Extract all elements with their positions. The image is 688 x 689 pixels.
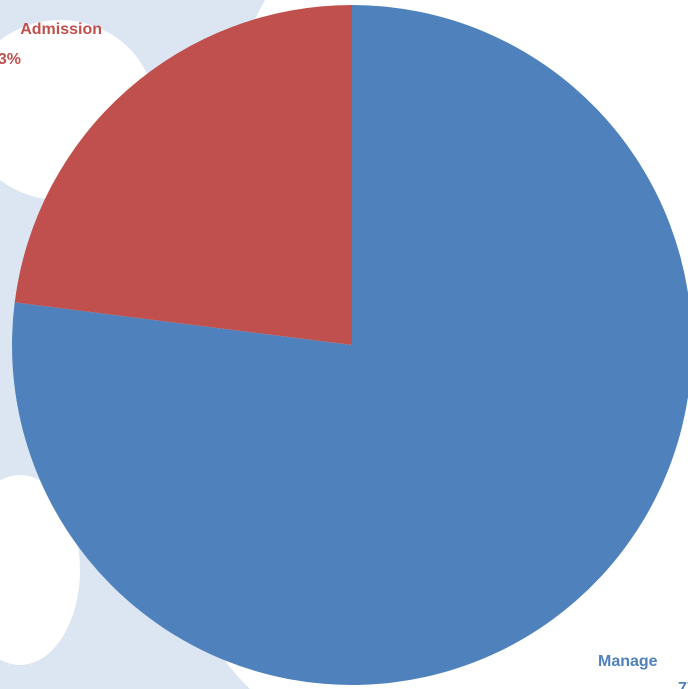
slice-label: Admission [20,21,102,38]
watermark-blob [0,475,80,665]
pie-slice [14,5,353,345]
slice-label: Manage [598,653,658,670]
pie-slice [12,5,688,685]
slice-value-label: 77% [678,680,688,689]
slice-value-label: 23% [0,51,21,68]
